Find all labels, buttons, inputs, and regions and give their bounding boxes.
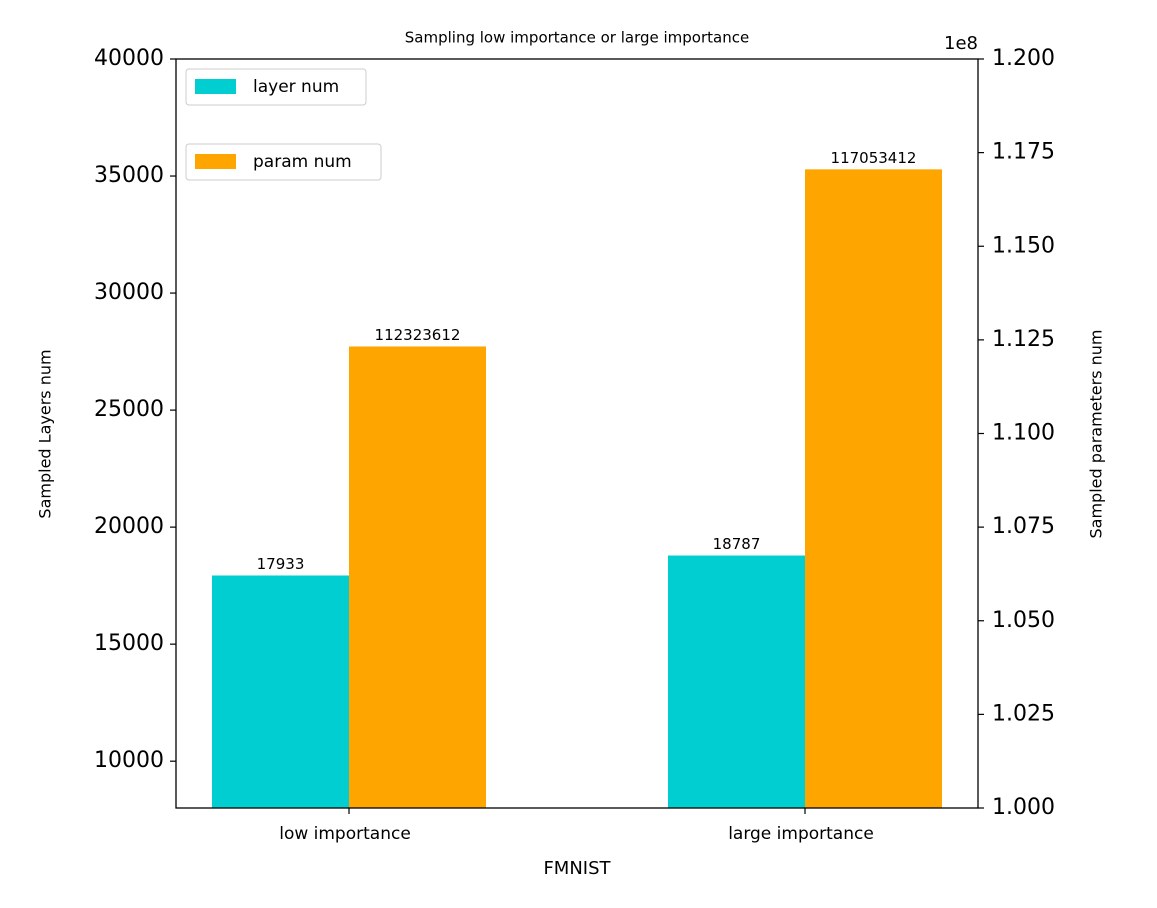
y2-tick-label: 1.150 — [992, 233, 1055, 258]
legend-swatch — [195, 79, 236, 94]
y2-tick-label: 1.025 — [992, 701, 1055, 726]
chart-title: Sampling low importance or large importa… — [405, 29, 749, 47]
plot-frame — [175, 58, 979, 809]
bar — [349, 346, 486, 808]
y-tick-label: 15000 — [94, 631, 164, 656]
y-tick-label: 35000 — [94, 163, 164, 188]
y2-tick-label: 1.200 — [992, 46, 1055, 71]
y2-axis-label: Sampled parameters num — [1087, 330, 1106, 539]
x-tick-label: low importance — [279, 824, 411, 844]
bar — [805, 169, 942, 808]
legend-box — [185, 68, 367, 106]
y2-tick-label: 1.050 — [992, 608, 1055, 633]
y2-tick-label: 1.100 — [992, 421, 1055, 446]
value-label: 112323612 — [375, 326, 461, 344]
bar — [212, 575, 349, 808]
y2-tick-label: 1.075 — [992, 514, 1055, 539]
y2-tick-label: 1.175 — [992, 140, 1055, 165]
x-axis-label: FMNIST — [543, 858, 611, 879]
y-tick-label: 40000 — [94, 46, 164, 71]
y2-tick-label: 1.000 — [992, 795, 1055, 820]
y-tick-label: 30000 — [94, 280, 164, 305]
x-tick-label: large importance — [728, 824, 874, 844]
value-label: 117053412 — [831, 149, 917, 167]
y2-offset: 1e8 — [944, 33, 978, 54]
y2-tick-label: 1.125 — [992, 327, 1055, 352]
legend-box — [185, 143, 382, 181]
bar — [668, 555, 805, 808]
legend-label: layer num — [253, 77, 339, 97]
value-label: 18787 — [713, 535, 761, 553]
y-tick-label: 25000 — [94, 397, 164, 422]
y-tick-label: 10000 — [94, 748, 164, 773]
value-label: 17933 — [257, 555, 305, 573]
legend-swatch — [195, 154, 236, 169]
y-axis-label: Sampled Layers num — [36, 349, 55, 518]
y-tick-label: 20000 — [94, 514, 164, 539]
legend-label: param num — [253, 152, 352, 172]
